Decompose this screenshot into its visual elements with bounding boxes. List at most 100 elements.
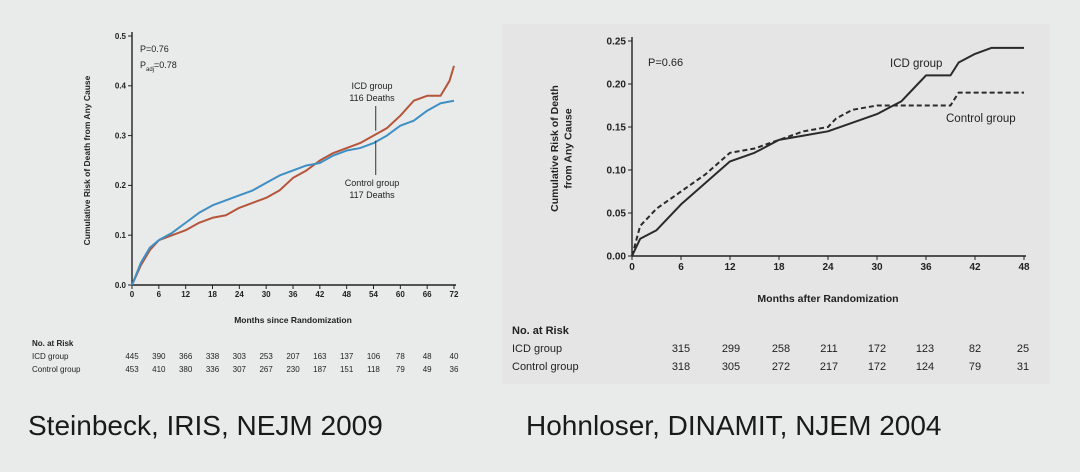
iris-chart: 0 6 12 18 24 30 36 42 48 54 60 66 72 0.0 0.1 0.2 0.3 0.4 0… bbox=[32, 32, 459, 374]
risk-table-cell: 49 bbox=[423, 365, 432, 374]
x-tick-label: 42 bbox=[315, 290, 324, 299]
series-line-icd-group bbox=[131, 65, 455, 286]
risk-table-cell: 445 bbox=[125, 352, 139, 361]
x-tick-label: 54 bbox=[369, 290, 378, 299]
risk-table-cell: 338 bbox=[206, 352, 220, 361]
x-tick-label: 30 bbox=[262, 290, 271, 299]
risk-table-cell: 211 bbox=[820, 343, 838, 355]
risk-table-cell: 124 bbox=[916, 361, 934, 373]
icd-group-label: ICD group bbox=[351, 81, 392, 91]
risk-table-cell: 410 bbox=[152, 365, 166, 374]
icd-group-label: ICD group bbox=[890, 58, 942, 70]
risk-table-cell: 187 bbox=[313, 365, 327, 374]
risk-table-cell: 31 bbox=[1017, 361, 1029, 373]
risk-table-cell: 163 bbox=[313, 352, 327, 361]
x-tick-label: 12 bbox=[181, 290, 190, 299]
risk-table-cell: 48 bbox=[423, 352, 432, 361]
y-tick-label: 0.1 bbox=[115, 231, 127, 240]
risk-table-cell: 78 bbox=[396, 352, 405, 361]
y-tick-label: 0.15 bbox=[607, 123, 627, 134]
risk-table-cell: 172 bbox=[868, 361, 886, 373]
x-tick-label: 30 bbox=[871, 262, 883, 273]
dinamit-chart: 0 6 12 18 24 30 36 42 48 0.00 0.05 0.10 0.15 0.20 0.25… bbox=[512, 37, 1030, 374]
risk-table-row-label: ICD group bbox=[32, 352, 69, 361]
risk-table-cell: 217 bbox=[820, 361, 838, 373]
risk-table-cell: 336 bbox=[206, 365, 220, 374]
x-tick-label: 6 bbox=[157, 290, 162, 299]
x-tick-label: 18 bbox=[773, 262, 785, 273]
y-tick-label: 0.5 bbox=[115, 32, 127, 41]
risk-table-cell: 82 bbox=[969, 343, 981, 355]
x-tick-label: 72 bbox=[450, 290, 459, 299]
risk-table-cell: 366 bbox=[179, 352, 193, 361]
control-group-label: Control group bbox=[946, 113, 1016, 125]
risk-table-cell: 207 bbox=[286, 352, 300, 361]
x-tick-label: 36 bbox=[289, 290, 298, 299]
p-value-label: P=0.76 bbox=[140, 44, 169, 54]
risk-table-cell: 258 bbox=[772, 343, 790, 355]
risk-table-cell: 106 bbox=[367, 352, 381, 361]
x-tick-label: 0 bbox=[130, 290, 135, 299]
control-group-label: Control group bbox=[345, 178, 400, 188]
p-value-label: P=0.66 bbox=[648, 57, 683, 69]
x-tick-label: 66 bbox=[423, 290, 432, 299]
risk-table-header: No. at Risk bbox=[32, 339, 74, 348]
risk-table-cell: 267 bbox=[259, 365, 273, 374]
risk-table-cell: 380 bbox=[179, 365, 193, 374]
risk-table-cell: 299 bbox=[722, 343, 740, 355]
x-tick-label: 6 bbox=[678, 262, 684, 273]
risk-table-cell: 315 bbox=[672, 343, 690, 355]
risk-table-cell: 172 bbox=[868, 343, 886, 355]
risk-table-cell: 303 bbox=[233, 352, 247, 361]
risk-table-cell: 230 bbox=[286, 365, 300, 374]
risk-table-cell: 40 bbox=[450, 352, 459, 361]
risk-table-cell: 151 bbox=[340, 365, 354, 374]
x-tick-label: 24 bbox=[822, 262, 834, 273]
risk-table-cell: 79 bbox=[969, 361, 981, 373]
x-tick-label: 48 bbox=[1018, 262, 1030, 273]
risk-table-row-label: Control group bbox=[512, 361, 579, 373]
series-line-control-group bbox=[131, 99, 455, 286]
risk-table-cell: 137 bbox=[340, 352, 354, 361]
y-tick-label: 0.4 bbox=[115, 82, 127, 91]
caption-dinamit: Hohnloser, DINAMIT, NJEM 2004 bbox=[526, 410, 942, 441]
caption-iris: Steinbeck, IRIS, NEJM 2009 bbox=[28, 410, 383, 441]
risk-table-cell: 118 bbox=[367, 365, 380, 374]
iris-chart-panel: 0 6 12 18 24 30 36 42 48 54 60 66 72 0.0 0.1 0.2 0.3 0.4 0… bbox=[22, 18, 477, 388]
y-tick-label: 0.05 bbox=[607, 209, 627, 220]
x-tick-label: 12 bbox=[724, 262, 736, 273]
x-tick-label: 48 bbox=[342, 290, 351, 299]
p-adj-label: Padj=0.78 bbox=[140, 60, 177, 73]
risk-table-row-label: ICD group bbox=[512, 343, 562, 355]
risk-table-cell: 25 bbox=[1017, 343, 1029, 355]
risk-table-cell: 272 bbox=[772, 361, 790, 373]
control-group-deaths: 117 Deaths bbox=[349, 190, 395, 200]
x-tick-label: 18 bbox=[208, 290, 217, 299]
risk-table-cell: 390 bbox=[152, 352, 166, 361]
risk-table-cell: 307 bbox=[233, 365, 247, 374]
y-tick-label: 0.25 bbox=[607, 37, 627, 48]
dinamit-chart-panel: 0 6 12 18 24 30 36 42 48 0.00 0.05 0.10 0.15 0.20 0.25… bbox=[502, 24, 1050, 384]
y-tick-label: 0.20 bbox=[607, 80, 627, 91]
y-tick-label: 0.2 bbox=[115, 181, 127, 190]
risk-table-header: No. at Risk bbox=[512, 325, 570, 337]
y-tick-label: 0.0 bbox=[115, 281, 127, 290]
risk-table-row-label: Control group bbox=[32, 365, 81, 374]
x-tick-label: 42 bbox=[969, 262, 981, 273]
series-line-icd-group bbox=[631, 46, 1024, 257]
series-line-control-group bbox=[631, 91, 1024, 257]
x-tick-label: 0 bbox=[629, 262, 635, 273]
x-tick-label: 36 bbox=[920, 262, 932, 273]
y-tick-label: 0.00 bbox=[607, 252, 627, 263]
risk-table-cell: 453 bbox=[125, 365, 139, 374]
risk-table-cell: 36 bbox=[450, 365, 459, 374]
y-tick-label: 0.3 bbox=[115, 131, 127, 140]
risk-table-cell: 318 bbox=[672, 361, 690, 373]
x-tick-label: 60 bbox=[396, 290, 405, 299]
risk-table-cell: 79 bbox=[396, 365, 405, 374]
x-axis-title: Months since Randomization bbox=[234, 315, 352, 325]
x-axis-title: Months after Randomization bbox=[757, 293, 898, 305]
y-axis-title: Cumulative Risk of Death from Any Cause bbox=[549, 85, 575, 212]
risk-table-cell: 123 bbox=[916, 343, 934, 355]
risk-table-cell: 253 bbox=[259, 352, 273, 361]
